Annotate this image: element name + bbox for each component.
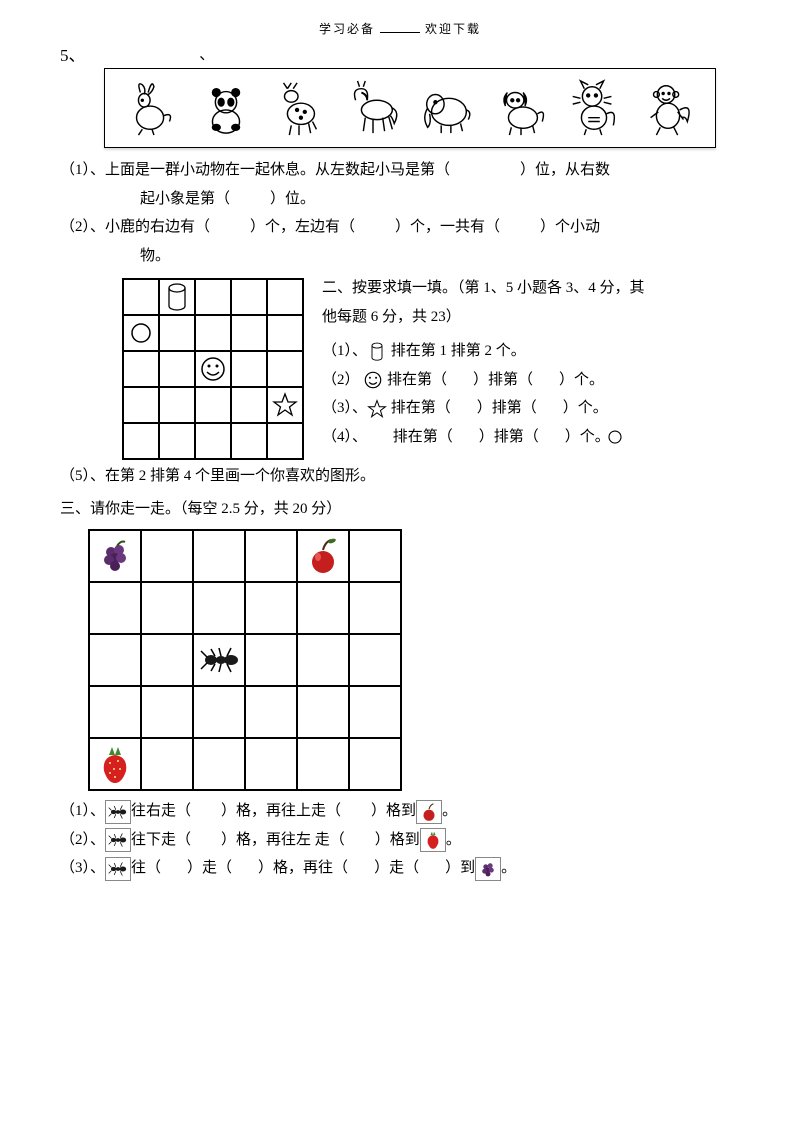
star-icon-inline (367, 399, 387, 419)
q5-sub2-line1: （2）、小鹿的右边有（ ）个，左边有（ ）个，一共有（ ）个小动 (60, 213, 740, 242)
header-underline (380, 32, 420, 33)
elephant-icon (418, 79, 476, 137)
star-icon (272, 392, 298, 418)
sec2-item2: （2） 排在第（）排第（）个。 (322, 366, 740, 395)
deer-icon (270, 79, 328, 137)
animals-row-box (104, 68, 716, 148)
dog-icon (492, 79, 550, 137)
cherry-icon (303, 536, 343, 576)
sec2-item5: （5）、在第 2 排第 4 个里画一个你喜欢的图形。 (60, 462, 740, 491)
stray-mark: 、 (199, 47, 214, 63)
q5-sub1-line2: 起小象是第（ ）位。 (140, 185, 740, 214)
question-5-label: 5、 (60, 41, 86, 66)
q5-sub1-line1: （1）、上面是一群小动物在一起休息。从左数起小马是第（ ）位，从右数 (60, 156, 740, 185)
cylinder-icon-inline (367, 342, 387, 362)
sec3-title: 三、请你走一走。（每空 2.5 分，共 20 分） (60, 495, 740, 524)
circle-icon (129, 321, 153, 345)
ant-icon-inline (105, 800, 131, 824)
smiley-icon (200, 356, 226, 382)
header-right: 欢迎下载 (425, 22, 481, 36)
page-header: 学习必备 欢迎下载 (60, 20, 740, 37)
grapes-icon (95, 536, 135, 576)
shape-grid (122, 278, 304, 460)
strawberry-icon-inline (420, 828, 446, 852)
cherry-icon-inline (416, 800, 442, 824)
sec2-item3: （3）、 排在第（）排第（）个。 (322, 394, 740, 423)
section-2: 二、按要求填一填。（第 1、5 小题各 3、4 分，其 他每题 6 分，共 23… (60, 274, 740, 460)
cat-icon (565, 79, 623, 137)
horse-icon (344, 79, 402, 137)
header-left: 学习必备 (319, 22, 375, 36)
q5-sub2-line2: 物。 (140, 242, 740, 271)
circle-icon-inline (606, 428, 624, 446)
rabbit-icon (123, 79, 181, 137)
sec3-line3: （3）、往（）走（）格，再往（）走（）到。 (60, 854, 740, 883)
ant-icon-inline (105, 857, 131, 881)
sec3-line2: （2）、往下走（）格，再往左 走（）格到。 (60, 826, 740, 855)
panda-icon (197, 79, 255, 137)
ant-icon-inline (105, 828, 131, 852)
sec3-line1: （1）、往右走（）格，再往上走（）格到。 (60, 797, 740, 826)
sec2-item1: （1）、 排在第 1 排第 2 个。 (322, 337, 740, 366)
ant-icon (197, 643, 241, 677)
sec2-title-a: 二、按要求填一填。（第 1、5 小题各 3、4 分，其 (322, 274, 740, 303)
monkey-icon (639, 79, 697, 137)
sec2-title-b: 他每题 6 分，共 23） (322, 303, 740, 332)
strawberry-icon (96, 743, 134, 785)
sec2-item4: （4）、 排在第（）排第（）个。 (322, 423, 740, 452)
cylinder-icon (166, 283, 188, 311)
smiley-icon-inline (363, 370, 383, 390)
walk-grid (88, 529, 402, 791)
grapes-icon-inline (475, 857, 501, 881)
